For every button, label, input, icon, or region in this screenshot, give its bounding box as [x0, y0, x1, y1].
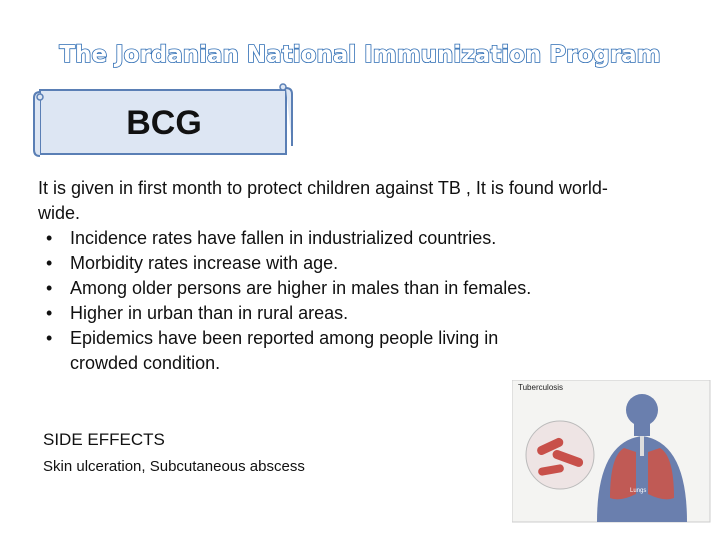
- bullet-list: Incidence rates have fallen in industria…: [38, 226, 690, 376]
- intro-text: It is given in first month to protect ch…: [38, 178, 608, 223]
- bullet: Morbidity rates increase with age.: [46, 251, 690, 276]
- side-effects-text: Skin ulceration, Subcutaneous abscess: [43, 458, 305, 475]
- figure-label: Lungs: [630, 488, 646, 494]
- banner-label: BCG: [126, 104, 202, 142]
- side-effects-heading: SIDE EFFECTS: [43, 430, 165, 449]
- bullet: Among older persons are higher in males …: [46, 276, 690, 301]
- title: The Jordanian National Immunization Prog…: [59, 42, 660, 68]
- tb-illustration: Tuberculosis Lungs: [512, 380, 711, 523]
- bullet: Incidence rates have fallen in industria…: [46, 226, 690, 251]
- scroll-banner: BCG: [33, 83, 293, 157]
- bullet: Higher in urban than in rural areas.: [46, 301, 690, 326]
- figure-title: Tuberculosis: [518, 383, 563, 392]
- header-graphics: The Jordanian National Immunization Prog…: [33, 41, 661, 157]
- bullet: Epidemics have been reported among peopl…: [46, 326, 570, 376]
